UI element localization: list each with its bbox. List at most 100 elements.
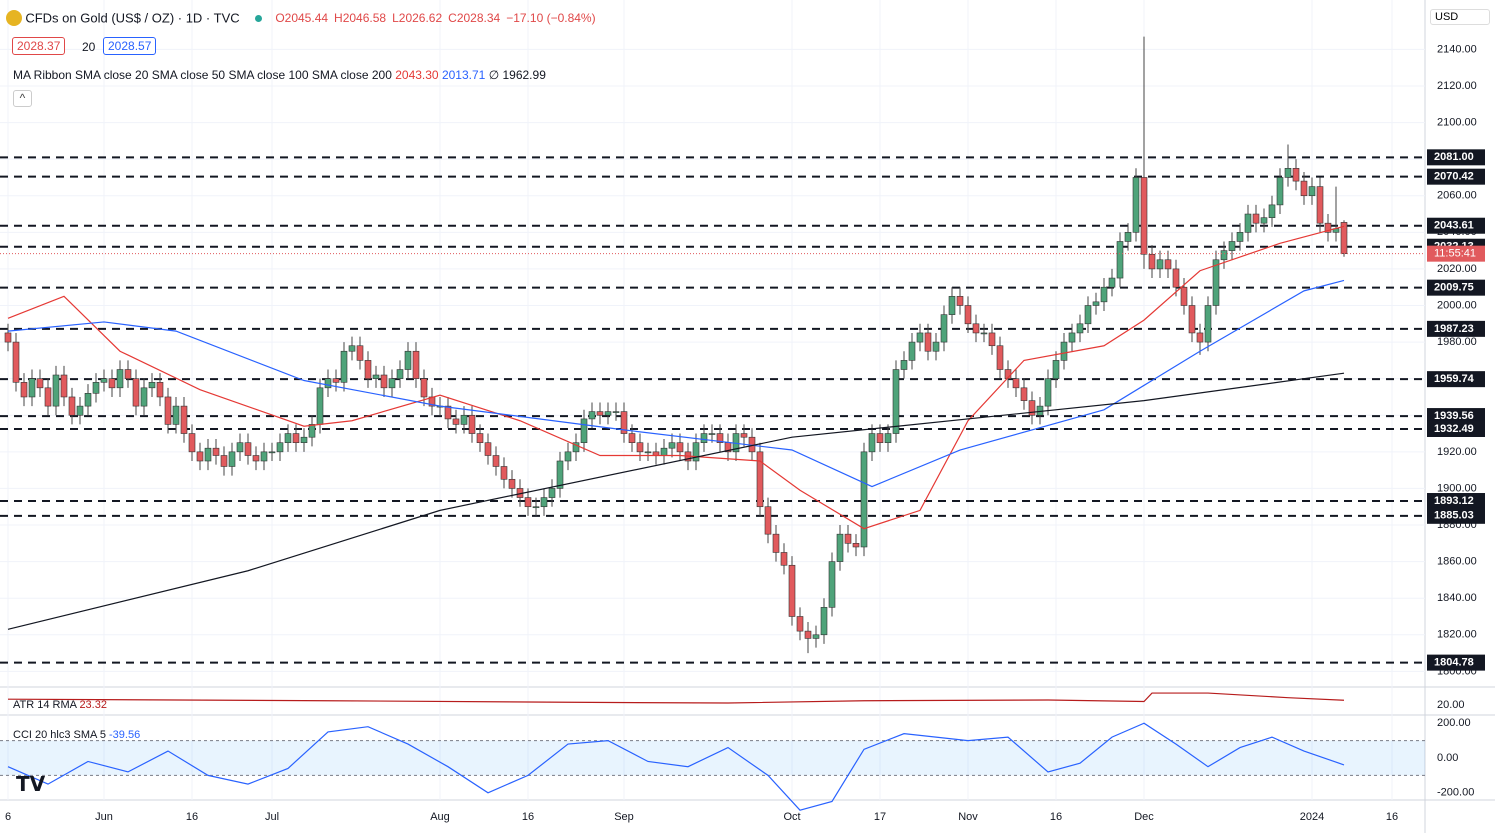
ma-label: MA Ribbon SMA close 20 SMA close 50 SMA … bbox=[13, 68, 392, 82]
candle-body bbox=[524, 497, 532, 508]
candle-body bbox=[540, 497, 548, 508]
candle-body bbox=[868, 433, 876, 453]
candle-body bbox=[44, 387, 52, 407]
level-label-box bbox=[1427, 371, 1485, 388]
candle-body bbox=[1260, 217, 1268, 224]
candle-body bbox=[188, 433, 196, 453]
candle-body bbox=[812, 634, 820, 639]
candle-body bbox=[452, 418, 460, 425]
ma-legend: MA Ribbon SMA close 20 SMA close 50 SMA … bbox=[13, 68, 546, 82]
candle-body bbox=[700, 433, 708, 443]
candle-body bbox=[828, 561, 836, 608]
candle-body bbox=[836, 533, 844, 562]
candle-body bbox=[1020, 387, 1028, 401]
x-tick-label: Nov bbox=[958, 811, 978, 823]
candle-body bbox=[228, 451, 236, 467]
candle-body bbox=[532, 506, 540, 509]
candle-body bbox=[476, 433, 484, 443]
ohlc-value: H2046.58 bbox=[334, 11, 387, 25]
candle-body bbox=[1212, 259, 1220, 306]
y-tick-label: 1980.00 bbox=[1437, 336, 1477, 348]
candle-body bbox=[156, 382, 164, 398]
candle-body bbox=[1324, 222, 1332, 233]
candle-body bbox=[236, 442, 244, 453]
buy-price[interactable]: 2028.57 bbox=[103, 37, 157, 55]
candle-body bbox=[764, 506, 772, 535]
candle-body bbox=[244, 442, 252, 456]
candle-body bbox=[1316, 186, 1324, 224]
candle-body bbox=[1148, 253, 1156, 270]
x-tick-label: 16 bbox=[1386, 811, 1398, 823]
atr-value: 23.32 bbox=[79, 699, 107, 711]
candle-body bbox=[1220, 250, 1228, 261]
candle-body bbox=[892, 369, 900, 434]
candle-body bbox=[1124, 232, 1132, 242]
candle-body bbox=[212, 447, 220, 456]
ma-value: 2013.71 bbox=[441, 68, 486, 82]
sell-price[interactable]: 2028.37 bbox=[12, 37, 66, 55]
candle-body bbox=[852, 543, 860, 548]
candle-body bbox=[196, 451, 204, 462]
currency-select[interactable]: USD bbox=[1430, 9, 1490, 25]
candle-body bbox=[308, 424, 316, 438]
candle-body bbox=[1292, 167, 1300, 182]
candle-body bbox=[924, 332, 932, 352]
candle-body bbox=[1076, 323, 1084, 334]
candle-body bbox=[1228, 241, 1236, 251]
candle-body bbox=[204, 447, 212, 462]
candle-body bbox=[356, 345, 364, 361]
y-tick-label: 1860.00 bbox=[1437, 556, 1477, 568]
collapse-button[interactable]: ^ bbox=[13, 90, 32, 107]
y-tick-label: -200.00 bbox=[1437, 787, 1474, 799]
y-tick-label: 1840.00 bbox=[1437, 592, 1477, 604]
level-label: 1804.78 bbox=[1434, 657, 1474, 669]
x-tick-label: Jun bbox=[95, 811, 113, 823]
candle-body bbox=[604, 411, 612, 416]
candle-body bbox=[172, 405, 180, 425]
candle-body bbox=[364, 360, 372, 379]
candle-body bbox=[740, 433, 748, 438]
candle-body bbox=[1052, 360, 1060, 379]
candle-body bbox=[300, 436, 308, 443]
x-tick-label: Dec bbox=[1134, 811, 1154, 823]
candle-body bbox=[108, 378, 116, 389]
candle-body bbox=[124, 369, 132, 379]
market-status bbox=[254, 14, 262, 22]
candle-body bbox=[1244, 213, 1252, 233]
candle-body bbox=[1204, 305, 1212, 343]
x-tick-label: 16 bbox=[522, 811, 534, 823]
candle-body bbox=[404, 350, 412, 370]
atr-legend: ATR 14 RMA 23.32 bbox=[13, 699, 107, 711]
candle-body bbox=[148, 382, 156, 389]
candle-body bbox=[180, 405, 188, 434]
x-tick-label: 16 bbox=[186, 811, 198, 823]
candle-body bbox=[4, 332, 12, 343]
candle-body bbox=[644, 451, 652, 454]
candle-body bbox=[260, 451, 268, 462]
x-tick-label: Jul bbox=[265, 811, 279, 823]
candle-body bbox=[116, 369, 124, 389]
candle-body bbox=[508, 478, 516, 489]
candle-body bbox=[756, 451, 764, 508]
level-label-box bbox=[1427, 168, 1485, 185]
symbol-title[interactable]: CFDs on Gold (US$ / OZ) · 1D · TVC bbox=[25, 10, 240, 26]
countdown: 11:55:41 bbox=[1434, 248, 1476, 260]
ohlc-readout: O2045.44 H2046.58 L2026.62 C2028.34 −17.10 (… bbox=[275, 11, 601, 25]
x-tick-label: Sep bbox=[614, 811, 634, 823]
level-label-box bbox=[1427, 654, 1485, 671]
candle-body bbox=[676, 442, 684, 453]
candle-body bbox=[316, 387, 324, 425]
candle-body bbox=[900, 360, 908, 370]
candle-body bbox=[1108, 277, 1116, 288]
candle-body bbox=[916, 332, 924, 343]
level-label: 2081.00 bbox=[1434, 151, 1474, 163]
cci-legend: CCI 20 hlc3 SMA 5 -39.56 bbox=[13, 729, 140, 741]
ma-line bbox=[7, 372, 1345, 630]
candle-body bbox=[348, 345, 356, 352]
candle-body bbox=[1028, 400, 1036, 416]
ma-line bbox=[7, 225, 1345, 530]
level-label: 2043.61 bbox=[1434, 220, 1474, 232]
candle-body bbox=[220, 455, 228, 467]
